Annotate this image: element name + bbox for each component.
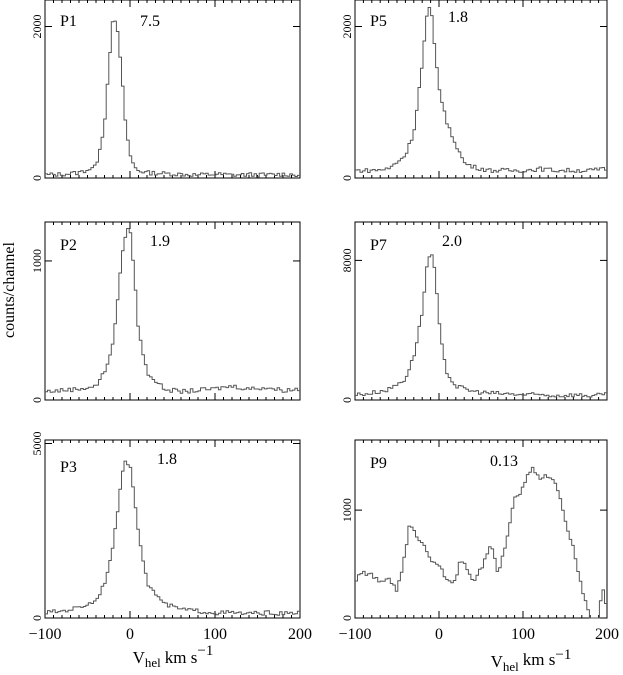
- x-label-exp: −1: [197, 643, 213, 659]
- panel-p7: 0 8000 P7 2.0: [340, 221, 608, 403]
- y-tick-label: 0: [30, 175, 44, 181]
- y-axis-label: counts/channel: [1, 241, 18, 338]
- panel-value: 1.9: [150, 233, 170, 250]
- x-axis-label-right: Vhel km s−1: [491, 647, 572, 674]
- spectrum-trace: [355, 7, 607, 173]
- panel-value: 2.0: [442, 233, 462, 250]
- panel-label: P5: [370, 13, 387, 30]
- x-label-v: V: [133, 648, 146, 667]
- x-label-sub: hel: [145, 655, 161, 670]
- panel-value: 1.8: [448, 9, 468, 26]
- panel-label: P2: [60, 237, 77, 254]
- panel-frame: [354, 221, 608, 401]
- x-tick-label: 0: [435, 626, 443, 643]
- panel-label: P1: [60, 13, 77, 30]
- x-tick-label: 200: [595, 626, 619, 643]
- y-tick-label: 1000: [30, 249, 44, 273]
- y-tick-label: 0: [340, 175, 354, 181]
- y-tick-label: 0: [30, 397, 44, 403]
- x-label-units: km s: [165, 648, 198, 667]
- x-tick-label: 200: [288, 626, 312, 643]
- y-tick-label: 0: [340, 397, 354, 403]
- x-label-units-right: km s: [523, 650, 556, 669]
- panel-frame: [44, 0, 301, 179]
- spectrum-trace: [45, 20, 300, 178]
- y-tick-label: 0: [340, 615, 354, 621]
- panel-p1: 0 2000 P1 7.5: [30, 0, 301, 181]
- panel-label: P3: [60, 459, 77, 476]
- panel-value: 0.13: [490, 453, 518, 470]
- panel-value: 7.5: [140, 13, 160, 30]
- panel-label: P9: [370, 455, 387, 472]
- panel-p9: 0 1000 P9 0.13 −100 0 100 200: [338, 439, 619, 643]
- x-axis-label-left: Vhel km s−1: [133, 643, 214, 670]
- panel-p2: 0 1000 P2 1.9: [30, 221, 301, 403]
- panel-p3: 0 5000 P3 1.8 −100 0 100 200: [28, 431, 312, 643]
- spectrum-trace: [355, 254, 607, 398]
- y-tick-label: 2000: [30, 15, 44, 39]
- y-tick-label: 5000: [30, 431, 44, 455]
- x-label-exp-right: −1: [555, 647, 571, 663]
- y-tick-label: 0: [30, 615, 44, 621]
- x-tick-label: 100: [203, 626, 227, 643]
- spectrum-trace: [45, 460, 300, 616]
- spectrum-trace: [355, 466, 607, 619]
- x-tick-label: 0: [126, 626, 134, 643]
- panel-label: P7: [370, 237, 387, 254]
- x-tick-label: −100: [28, 626, 61, 643]
- panel-p5: 0 2000 P5 1.8: [340, 0, 608, 181]
- x-label-v-right: V: [491, 652, 504, 671]
- panel-frame: [354, 439, 608, 619]
- x-label-sub-right: hel: [503, 659, 519, 674]
- y-tick-label: 8000: [340, 248, 354, 272]
- y-tick-label: 2000: [340, 15, 354, 39]
- x-tick-label: 100: [511, 626, 535, 643]
- panel-frame: [44, 221, 301, 401]
- panel-value: 1.8: [157, 451, 177, 468]
- panel-frame: [354, 0, 608, 179]
- y-tick-label: 1000: [340, 498, 354, 522]
- x-tick-label: −100: [338, 626, 371, 643]
- spectrum-trace: [45, 228, 300, 394]
